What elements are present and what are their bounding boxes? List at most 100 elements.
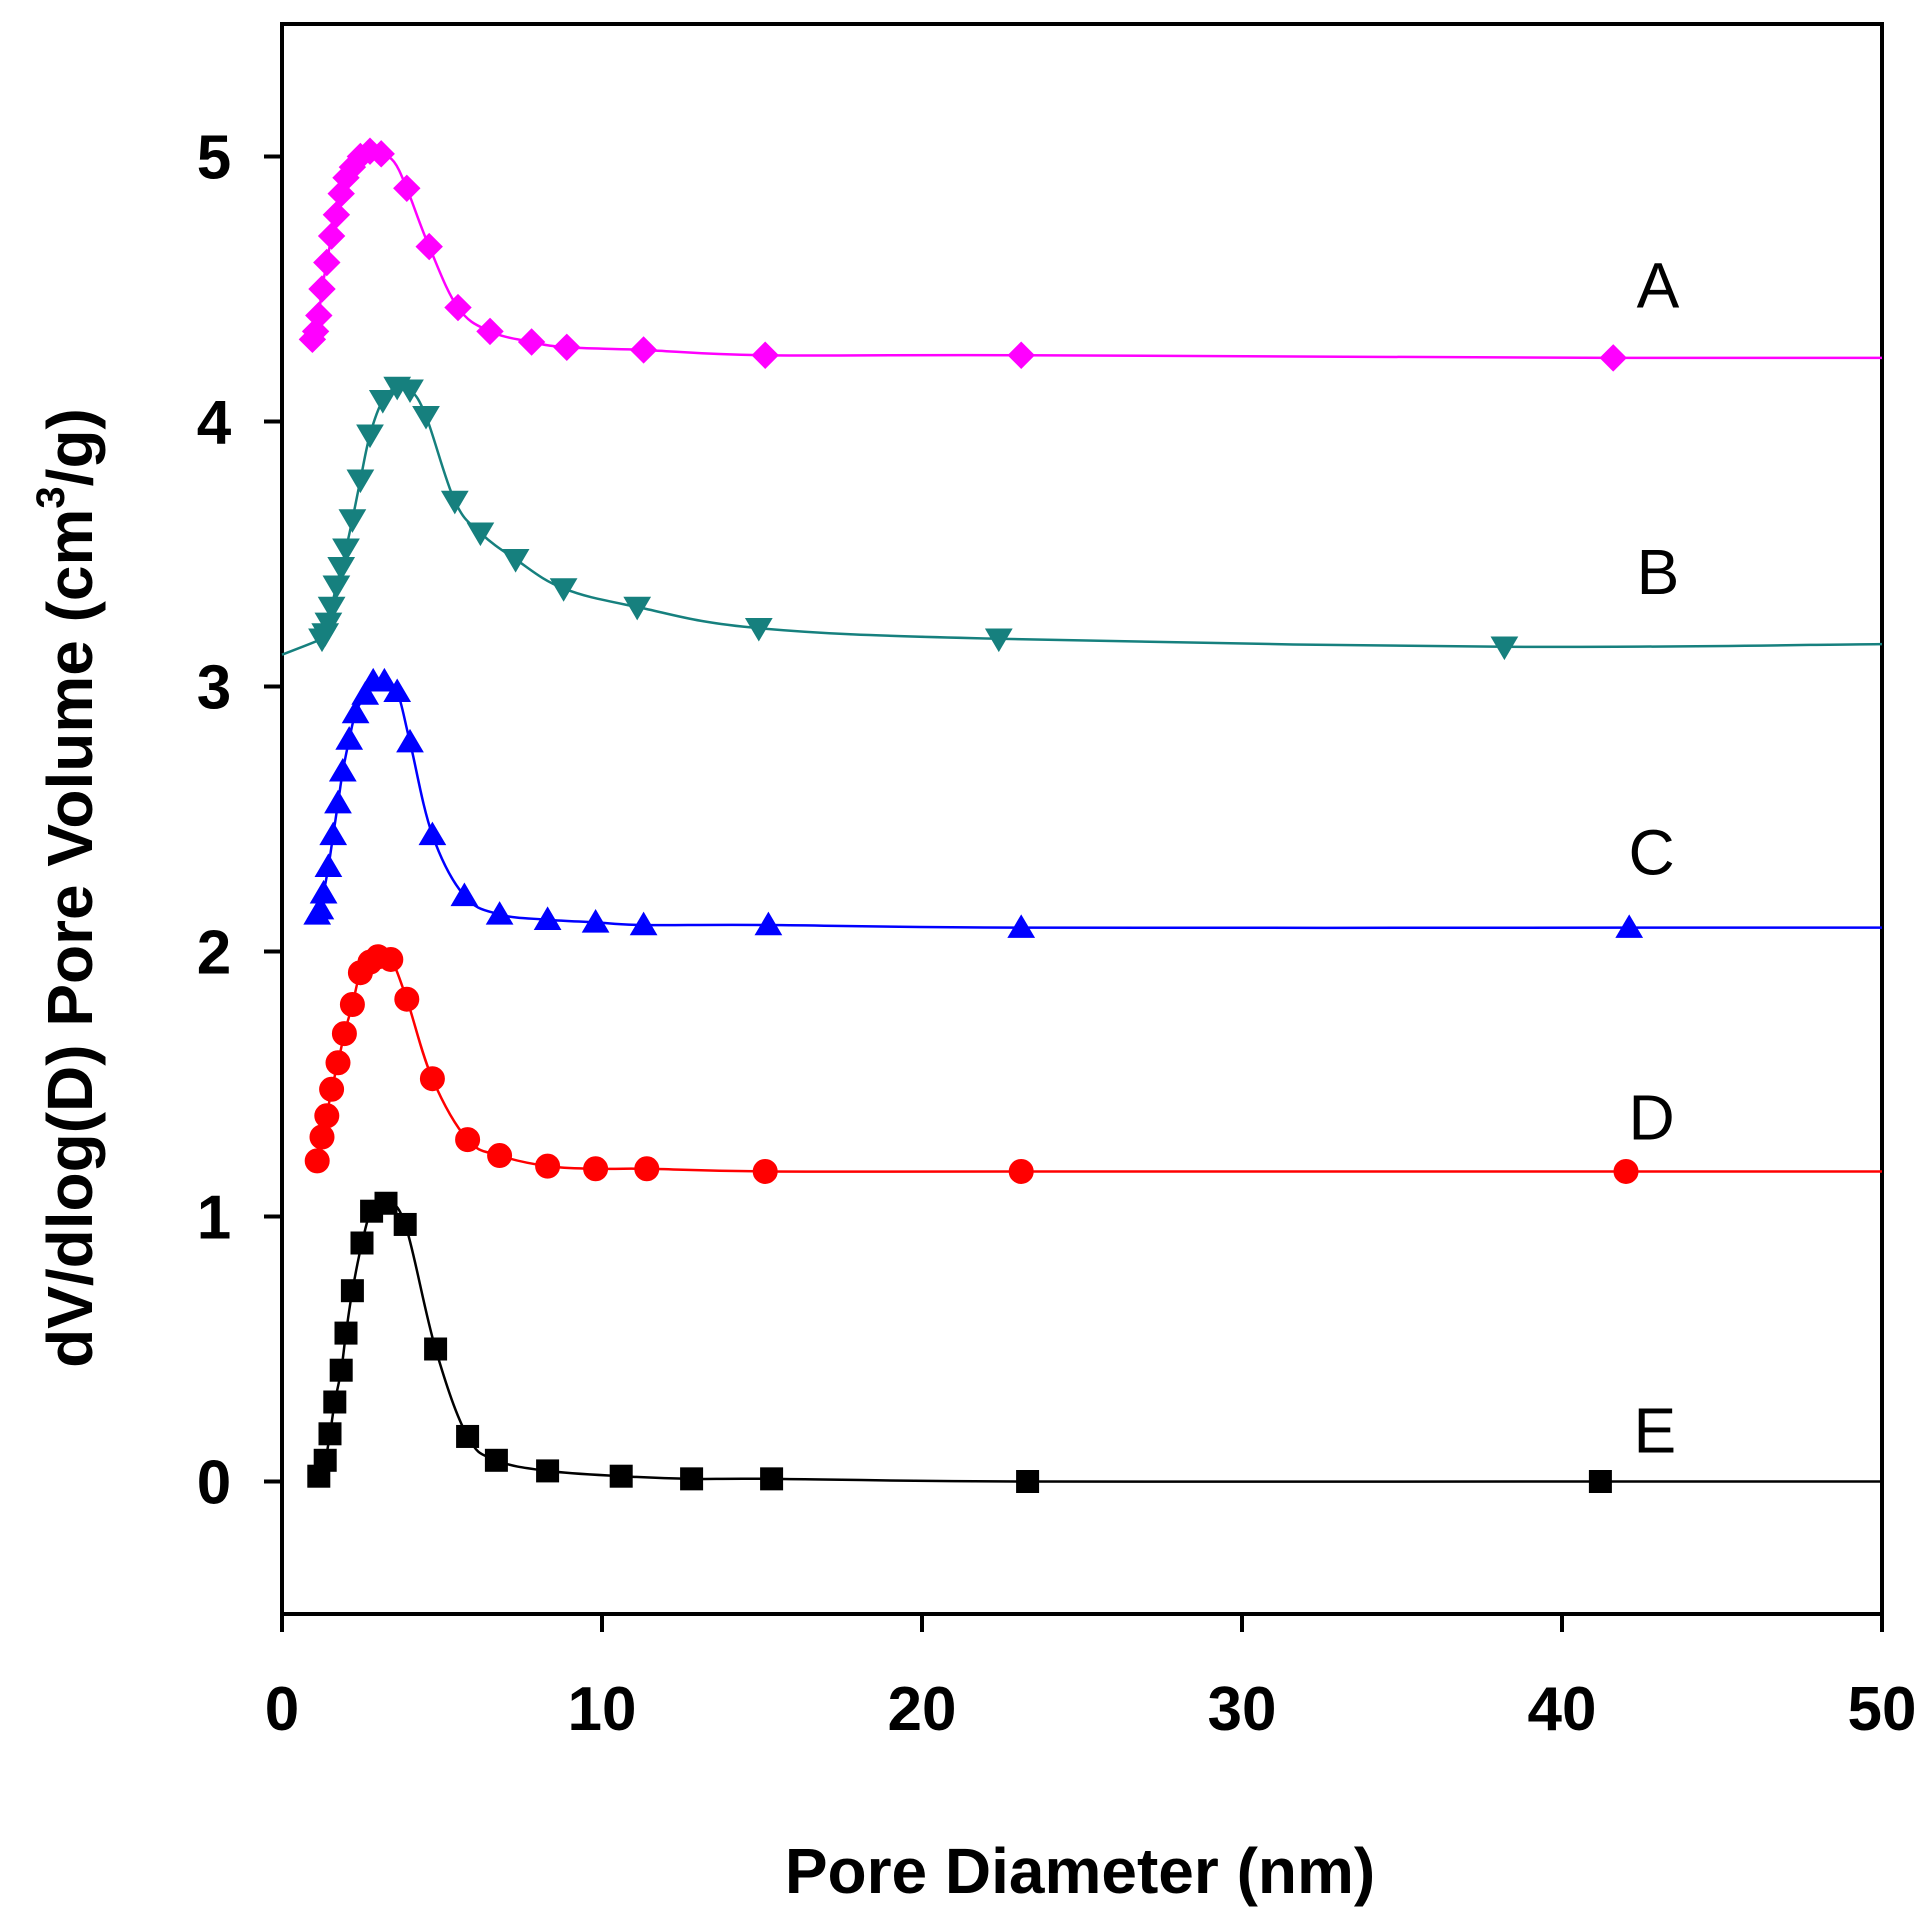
x-tick-label: 30 bbox=[1208, 1675, 1277, 1744]
x-tick-label: 10 bbox=[568, 1675, 637, 1744]
data-point bbox=[338, 509, 367, 533]
data-point bbox=[356, 424, 384, 449]
data-point bbox=[536, 1459, 560, 1483]
data-point bbox=[1599, 344, 1627, 372]
data-point bbox=[317, 222, 346, 250]
data-point bbox=[340, 1279, 364, 1303]
series-A bbox=[298, 137, 1883, 372]
data-point bbox=[317, 596, 346, 621]
y-tick-label: 4 bbox=[197, 389, 232, 458]
data-point bbox=[440, 490, 469, 515]
data-point bbox=[466, 522, 495, 547]
data-point bbox=[419, 1066, 445, 1092]
y-axis-title-main: dV/dlog(D) Pore Volume (cm bbox=[34, 509, 106, 1368]
data-point bbox=[1588, 1470, 1612, 1493]
data-point bbox=[549, 578, 578, 602]
data-point bbox=[370, 667, 399, 692]
data-point bbox=[517, 328, 546, 356]
data-point bbox=[393, 174, 421, 203]
data-point bbox=[415, 232, 443, 261]
y-axis-title-tail: /g) bbox=[34, 408, 106, 486]
data-point bbox=[322, 575, 351, 600]
series-D bbox=[304, 944, 1882, 1184]
data-point bbox=[324, 789, 352, 814]
data-point bbox=[396, 379, 424, 404]
series-layer bbox=[281, 137, 1883, 1493]
data-point bbox=[318, 1422, 342, 1446]
data-point bbox=[394, 986, 420, 1012]
series-label-B: B bbox=[1637, 536, 1680, 608]
tick-labels: 0 10 20 30 40 50 0 1 2 3 4 5 bbox=[197, 124, 1917, 1745]
data-point bbox=[455, 1127, 481, 1153]
data-point bbox=[314, 853, 343, 877]
y-tick-label: 5 bbox=[197, 124, 231, 193]
data-point bbox=[680, 1467, 704, 1491]
data-point bbox=[335, 726, 364, 750]
x-tick-label: 20 bbox=[888, 1675, 957, 1744]
y-axis-title: dV/dlog(D) Pore Volume (cm3/g) bbox=[29, 408, 106, 1368]
data-point bbox=[309, 1124, 335, 1150]
data-point bbox=[323, 1390, 347, 1414]
data-point bbox=[1007, 341, 1035, 369]
plot-frame bbox=[280, 22, 1884, 1616]
data-point bbox=[322, 201, 351, 229]
data-point bbox=[346, 469, 375, 494]
data-point bbox=[535, 1153, 561, 1179]
series-line-C bbox=[316, 678, 1882, 930]
data-point bbox=[319, 821, 348, 846]
data-point bbox=[393, 1212, 417, 1236]
data-point bbox=[314, 1103, 340, 1129]
x-axis-title: Pore Diameter (nm) bbox=[785, 1835, 1375, 1907]
x-tick-label: 0 bbox=[265, 1675, 299, 1744]
data-point bbox=[329, 1358, 353, 1382]
data-point bbox=[533, 906, 562, 930]
data-point bbox=[383, 678, 412, 703]
series-label-D: D bbox=[1628, 1082, 1674, 1154]
data-point bbox=[351, 681, 380, 705]
data-point bbox=[368, 390, 397, 414]
data-point bbox=[331, 1021, 357, 1047]
data-point bbox=[484, 1448, 508, 1472]
data-point bbox=[378, 946, 404, 972]
data-point bbox=[306, 895, 335, 920]
data-point bbox=[501, 549, 530, 573]
data-point bbox=[751, 341, 779, 369]
series-label-A: A bbox=[1637, 250, 1680, 322]
y-tick-label: 1 bbox=[197, 1184, 231, 1253]
x-tick-label: 40 bbox=[1528, 1675, 1597, 1744]
data-point bbox=[313, 1448, 337, 1472]
data-point bbox=[319, 1076, 345, 1102]
data-point bbox=[396, 728, 424, 753]
data-point bbox=[623, 596, 652, 621]
series-E bbox=[307, 1191, 1882, 1493]
data-point bbox=[339, 992, 365, 1017]
data-point bbox=[341, 699, 370, 724]
data-point bbox=[744, 617, 773, 642]
data-point bbox=[754, 911, 783, 936]
data-point bbox=[752, 1158, 778, 1184]
data-point bbox=[581, 909, 610, 933]
axis-ticks bbox=[264, 154, 1884, 1632]
data-point bbox=[629, 336, 658, 364]
data-point bbox=[1490, 636, 1519, 661]
data-point bbox=[308, 275, 336, 303]
y-axis-title-superscript: 3 bbox=[29, 486, 73, 508]
data-point bbox=[418, 821, 447, 846]
data-point bbox=[450, 882, 479, 907]
data-point bbox=[609, 1464, 633, 1488]
data-point bbox=[553, 333, 581, 362]
data-point bbox=[1016, 1470, 1040, 1493]
data-point bbox=[334, 1321, 358, 1345]
data-point bbox=[1007, 914, 1036, 938]
series-label-C: C bbox=[1628, 817, 1674, 889]
series-label-E: E bbox=[1633, 1394, 1676, 1466]
data-point bbox=[476, 317, 504, 346]
data-point bbox=[332, 538, 360, 563]
y-tick-label: 3 bbox=[197, 654, 231, 723]
data-point bbox=[1008, 1158, 1034, 1184]
y-tick-label: 0 bbox=[197, 1449, 231, 1518]
data-point bbox=[629, 911, 658, 936]
x-tick-label: 50 bbox=[1848, 1675, 1917, 1744]
data-point bbox=[367, 140, 395, 168]
